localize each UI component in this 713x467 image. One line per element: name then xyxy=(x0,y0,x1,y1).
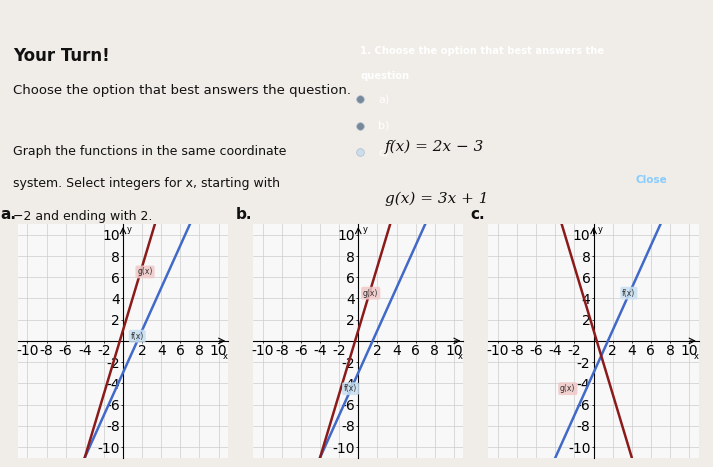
Text: question: question xyxy=(360,71,409,81)
Text: f(x): f(x) xyxy=(344,384,357,393)
Text: g(x): g(x) xyxy=(138,268,153,276)
Text: b.: b. xyxy=(235,207,252,222)
Text: y: y xyxy=(597,225,602,234)
Text: Choose the option that best answers the question.: Choose the option that best answers the … xyxy=(13,84,351,97)
Text: a.: a. xyxy=(0,207,16,222)
Text: g(x) = 3x + 1: g(x) = 3x + 1 xyxy=(385,191,488,206)
Text: c): c) xyxy=(378,147,389,157)
Text: system. Select integers for x, starting with: system. Select integers for x, starting … xyxy=(13,177,279,191)
Text: f(x) = 2x − 3: f(x) = 2x − 3 xyxy=(385,140,484,155)
Text: y: y xyxy=(127,225,132,234)
Text: y: y xyxy=(362,225,367,234)
Text: Close: Close xyxy=(636,175,668,185)
Text: x: x xyxy=(222,352,227,361)
Text: Graph the functions in the same coordinate: Graph the functions in the same coordina… xyxy=(13,145,286,158)
Text: −2 and ending with 2.: −2 and ending with 2. xyxy=(13,210,152,223)
Text: b): b) xyxy=(378,120,389,131)
Text: x: x xyxy=(693,352,698,361)
Text: g(x): g(x) xyxy=(560,384,575,393)
Text: Your Turn!: Your Turn! xyxy=(13,47,110,65)
Text: a): a) xyxy=(378,94,389,104)
Text: g(x): g(x) xyxy=(363,289,379,297)
Text: x: x xyxy=(458,352,463,361)
Text: 1. Choose the option that best answers the: 1. Choose the option that best answers t… xyxy=(360,46,605,56)
Text: f(x): f(x) xyxy=(622,289,635,297)
Text: f(x): f(x) xyxy=(130,332,144,340)
Text: c.: c. xyxy=(471,207,486,222)
